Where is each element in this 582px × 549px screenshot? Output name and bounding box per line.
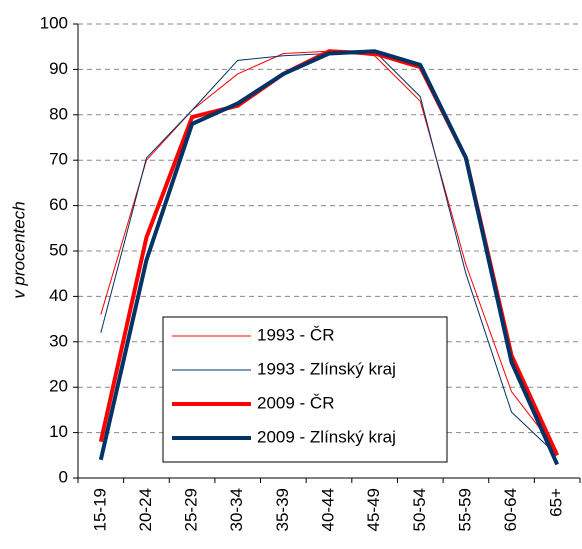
x-tick-label: 45-49	[364, 488, 383, 531]
y-tick-label: 0	[59, 467, 68, 486]
x-tick-label: 20-24	[136, 488, 155, 531]
x-tick-label: 55-59	[455, 488, 474, 531]
legend-label: 2009 - ČR	[257, 393, 334, 412]
x-tick-label: 65+	[547, 488, 566, 517]
y-tick-label: 20	[49, 377, 68, 396]
x-tick-label: 50-54	[410, 488, 429, 531]
y-tick-label: 50	[49, 240, 68, 259]
y-tick-label: 100	[40, 13, 68, 32]
legend-label: 1993 - ČR	[257, 325, 334, 344]
x-tick-label: 30-34	[227, 488, 246, 531]
x-tick-label: 25-29	[182, 488, 201, 531]
y-tick-label: 10	[49, 422, 68, 441]
x-tick-label: 35-39	[273, 488, 292, 531]
y-tick-label: 70	[49, 150, 68, 169]
x-tick-label: 40-44	[318, 488, 337, 531]
y-axis-label: v procentech	[9, 201, 28, 298]
legend-label: 2009 - Zlínský kraj	[257, 427, 396, 446]
y-tick-label: 40	[49, 286, 68, 305]
legend-label: 1993 - Zlínský kraj	[257, 359, 396, 378]
y-tick-label: 90	[49, 59, 68, 78]
y-tick-label: 80	[49, 104, 68, 123]
y-tick-label: 30	[49, 331, 68, 350]
series-line	[98, 49, 560, 466]
x-tick-label: 15-19	[90, 488, 109, 531]
x-tick-label: 60-64	[501, 488, 520, 531]
y-tick-label: 60	[49, 195, 68, 214]
